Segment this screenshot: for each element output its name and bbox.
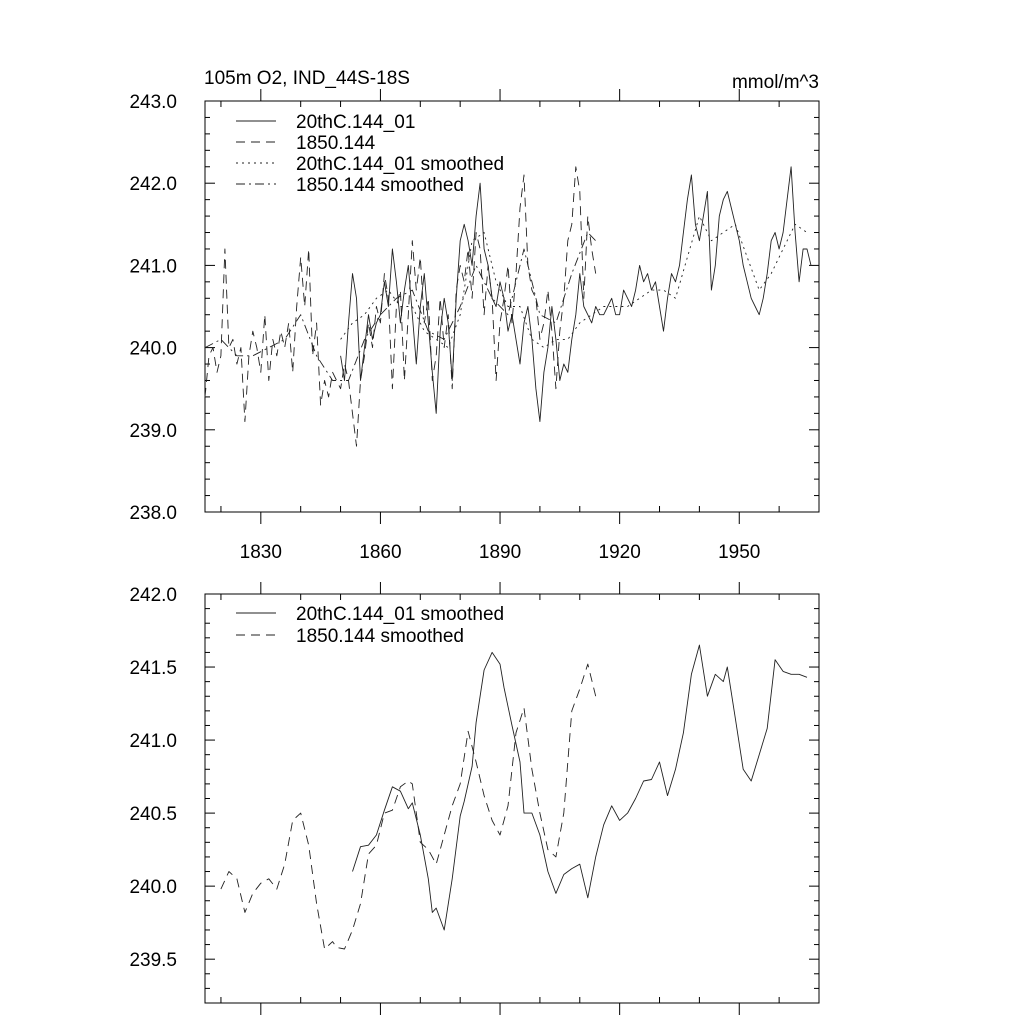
- x-tick-label: 1830: [240, 542, 282, 563]
- series-line-20thc-144-01: [340, 166, 812, 423]
- y-tick-label: 242.0: [129, 174, 177, 195]
- y-tick-label: 239.0: [129, 421, 177, 442]
- legend-label: 20thC.144_01 smoothed: [296, 154, 504, 175]
- y-tick-label: 241.0: [129, 256, 177, 277]
- bottom-series-lines: [220, 644, 808, 950]
- top-plot-frame: [204, 100, 820, 513]
- bottom-plot-area: 239.5 240.0 240.5 241.0 241.5 242.0 20thC.144…: [129, 582, 820, 1015]
- legend-label: 1850.144 smoothed: [296, 175, 464, 196]
- y-tick-label: 242.0: [129, 585, 177, 606]
- x-tick-label: 1950: [718, 542, 760, 563]
- y-tick-label: 240.0: [129, 877, 177, 898]
- legend-label: 1850.144 smoothed: [296, 626, 464, 647]
- chart-units-label: mmol/m^3: [732, 72, 819, 93]
- y-tick-label: 241.0: [129, 731, 177, 752]
- series-line-1850-144: [204, 166, 597, 447]
- y-tick-label: 238.0: [129, 503, 177, 524]
- x-tick-label: 1920: [599, 542, 641, 563]
- series-line-20thc-144-01-smoothed: [340, 215, 808, 349]
- y-tick-label: 240.5: [129, 804, 177, 825]
- top-series-lines: [204, 166, 812, 447]
- series-line-1850-144-smoothed: [220, 663, 597, 950]
- legend-label: 1850.144: [296, 133, 376, 154]
- x-tick-label: 1860: [359, 542, 401, 563]
- y-tick-label: 239.5: [129, 950, 177, 971]
- y-tick-label: 240.0: [129, 339, 177, 360]
- y-tick-label: 241.5: [129, 658, 177, 679]
- chart-title-left: 105m O2, IND_44S-18S: [204, 68, 410, 89]
- legend-label: 20thC.144_01: [296, 112, 415, 133]
- y-tick-label: 243.0: [129, 92, 177, 113]
- top-plot-area: 238.0 239.0 240.0 241.0 242.0 243.0 1830 1860 18…: [129, 89, 820, 563]
- legend-label: 20thC.144_01 smoothed: [296, 604, 504, 625]
- x-tick-label: 1890: [479, 542, 521, 563]
- series-line-20thc-144-01-smoothed: [352, 644, 808, 931]
- top-axis-ticks: 238.0 239.0 240.0 241.0 242.0 243.0 1830 1860 18…: [129, 89, 820, 563]
- series-line-1850-144-smoothed: [204, 232, 597, 381]
- bottom-axis-ticks: 239.5 240.0 240.5 241.0 241.5 242.0: [129, 582, 820, 1015]
